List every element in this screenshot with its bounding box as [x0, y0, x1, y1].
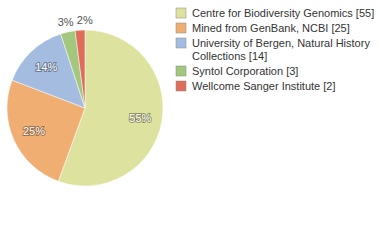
pie-slice — [75, 30, 85, 108]
legend-label: Mined from GenBank, NCBI [25] — [192, 22, 350, 34]
legend-label: Centre for Biodiversity Genomics [55] — [192, 7, 374, 19]
legend-label: Wellcome Sanger Institute [2] — [192, 80, 335, 92]
data-label: 2% — [77, 14, 93, 26]
data-label: 55% — [129, 112, 151, 124]
legend-swatch — [176, 23, 186, 33]
data-labels: 55% 25% 14% 3%2% — [23, 14, 152, 137]
pie — [7, 30, 163, 186]
data-label: 14% — [35, 61, 57, 73]
legend-label: Syntol Corporation [3] — [192, 65, 298, 77]
legend-swatch — [176, 8, 186, 18]
data-label: 3% — [58, 16, 74, 28]
legend-swatch — [176, 38, 186, 48]
legend-swatch — [176, 66, 186, 76]
pie-slice — [61, 31, 85, 108]
legend-label: University of Bergen, Natural HistoryCol… — [192, 37, 370, 62]
legend: Centre for Biodiversity Genomics [55] Min… — [176, 7, 374, 92]
chart: 55% 25% 14% 3%2% Centre for Biodiversity Gen… — [0, 0, 380, 240]
data-label: 25% — [23, 125, 45, 137]
legend-swatch — [176, 81, 186, 91]
